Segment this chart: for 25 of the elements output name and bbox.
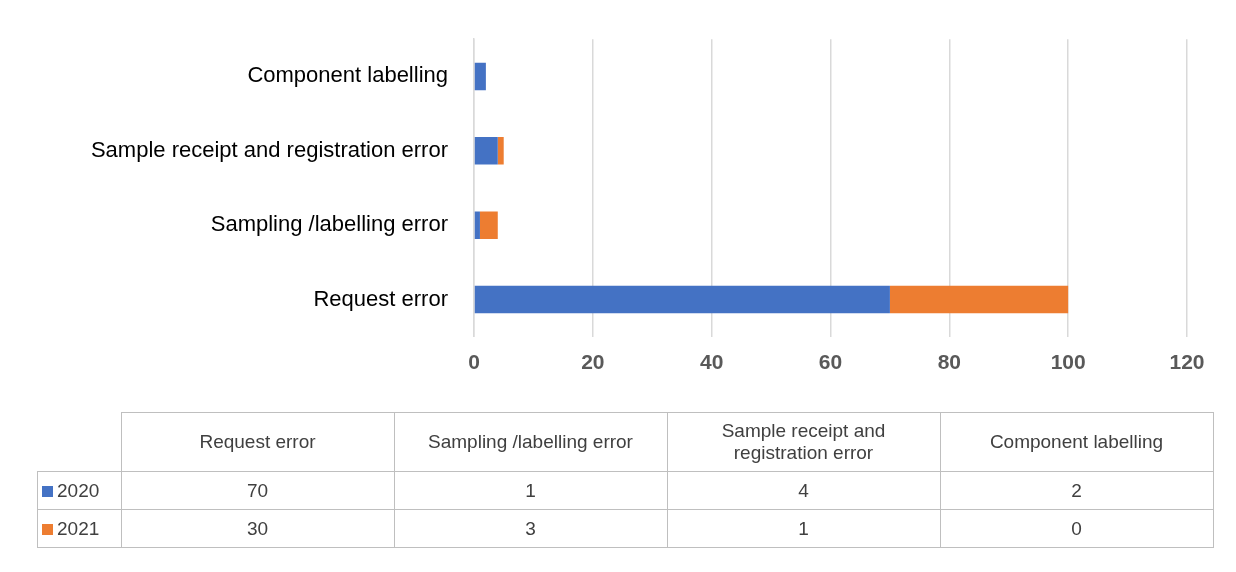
- x-tick-label: 80: [937, 350, 962, 374]
- legend-label: 2021: [37, 509, 121, 548]
- data-label: 1: [667, 509, 940, 548]
- legend-label: 2020: [37, 471, 121, 510]
- data-label: 0: [940, 509, 1213, 548]
- data-label: 4: [667, 471, 940, 510]
- data-label: 3: [394, 509, 667, 548]
- category-label: Component labelling: [940, 412, 1213, 472]
- x-tick-label: 100: [1050, 350, 1086, 374]
- data-label: 2: [940, 471, 1213, 510]
- x-tick-label: 60: [818, 350, 843, 374]
- y-tick-label: Sampling /labelling error: [210, 211, 448, 237]
- y-tick-label: Sample receipt and registration error: [90, 136, 448, 162]
- x-tick-label: 20: [581, 350, 605, 374]
- data-label: 30: [121, 509, 394, 548]
- y-tick-label: Component labelling: [247, 62, 448, 88]
- category-label: Sampling /labelling error: [394, 412, 667, 472]
- x-tick-label: 0: [468, 350, 480, 374]
- data-label: 70: [121, 471, 394, 510]
- data-label: 1: [394, 471, 667, 510]
- category-label: Sample receipt and registration error: [667, 412, 940, 472]
- x-tick-label: 40: [699, 350, 724, 374]
- x-tick-label: 120: [1169, 350, 1205, 374]
- category-label: Request error: [121, 412, 394, 472]
- y-tick-label: Request error: [313, 285, 448, 311]
